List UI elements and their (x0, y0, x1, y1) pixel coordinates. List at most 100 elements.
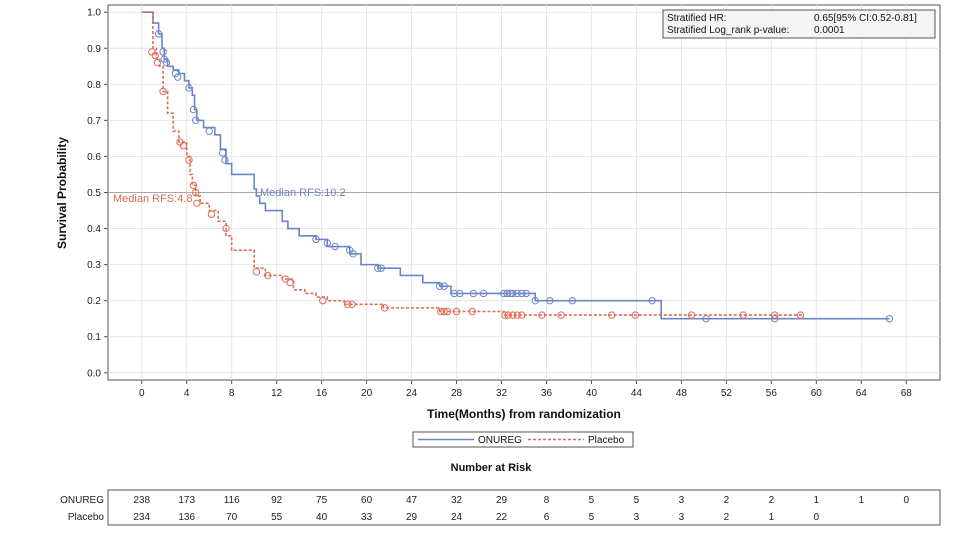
x-tick-label: 56 (766, 388, 778, 399)
censor-mark-placebo (348, 300, 356, 308)
risk-value: 60 (361, 495, 373, 506)
risk-value: 3 (679, 512, 685, 523)
x-tick-label: 48 (676, 388, 688, 399)
censor-mark-onureg (518, 289, 526, 298)
stats-box: Stratified HR: 0.65[95% CI:0.52-0.81] St… (662, 9, 936, 39)
y-tick-label: 1.0 (87, 8, 101, 19)
censor-mark-placebo (509, 311, 517, 319)
x-tick-label: 64 (856, 388, 868, 399)
risk-value: 116 (224, 495, 240, 506)
risk-value: 0 (903, 495, 909, 506)
censor-mark-onureg (377, 264, 385, 272)
censor-mark-onureg (531, 296, 539, 305)
censor-mark-onureg (568, 296, 577, 305)
x-tick-label: 8 (229, 388, 235, 399)
risk-value: 2 (769, 495, 775, 506)
y-axis-ticks: 0.0 0.1 0.2 0.3 0.4 0.5 0.6 0.7 0.8 0.9 1.0 (87, 8, 108, 379)
censor-mark-onureg (154, 30, 163, 38)
censor-mark-placebo (504, 311, 512, 319)
censor-mark-onureg (648, 296, 656, 305)
x-axis-title: Time(Months) from randomization (427, 407, 621, 421)
placebo-median-label: Median RFS:4.8 (113, 193, 192, 205)
series-layer (141, 11, 894, 323)
risk-value: 5 (589, 495, 595, 506)
censor-mark-onureg (221, 156, 229, 164)
y-tick-label: 0.1 (87, 332, 101, 343)
censor-mark-placebo (159, 87, 167, 96)
censor-mark-onureg (174, 73, 182, 81)
risk-value: 92 (271, 495, 283, 506)
y-tick-label: 0.8 (87, 80, 101, 91)
risk-table-title: Number at Risk (451, 462, 533, 474)
risk-value: 75 (316, 495, 328, 506)
censor-mark-placebo (252, 268, 261, 276)
onureg-median-label: Median RFS:10.2 (260, 187, 346, 199)
censor-mark-placebo (380, 304, 389, 312)
risk-value: 6 (544, 512, 550, 523)
censor-mark-placebo (222, 224, 230, 233)
censor-mark-onureg (205, 127, 213, 135)
risk-row-label-onureg: ONUREG (60, 495, 104, 506)
censor-mark-onureg (189, 105, 198, 114)
x-tick-label: 0 (139, 388, 145, 399)
censor-mark-placebo (281, 275, 290, 283)
risk-value: 2 (724, 495, 730, 506)
risk-value: 1 (814, 495, 820, 506)
x-tick-label: 4 (184, 388, 190, 399)
risk-value: 33 (361, 512, 373, 523)
censor-mark-placebo (631, 311, 640, 319)
risk-value: 2 (724, 512, 730, 523)
x-tick-label: 40 (586, 388, 598, 399)
censor-mark-placebo (319, 296, 327, 305)
risk-value: 29 (406, 512, 418, 523)
risk-value: 29 (496, 495, 508, 506)
censor-mark-placebo (468, 307, 476, 316)
censor-mark-onureg (312, 235, 320, 244)
censor-mark-placebo (191, 188, 200, 197)
legend: ONUREG Placebo (412, 431, 634, 448)
censor-mark-onureg (171, 69, 180, 78)
censor-mark-onureg (162, 58, 171, 67)
risk-value: 1 (859, 495, 865, 506)
censor-mark-placebo (263, 271, 272, 280)
x-tick-label: 32 (496, 388, 508, 399)
risk-table-frame (107, 489, 941, 526)
censor-mark-placebo (193, 199, 201, 208)
censor-mark-onureg (450, 289, 458, 298)
x-tick-label: 44 (631, 388, 643, 399)
risk-value: 24 (451, 512, 463, 523)
censor-mark-placebo (343, 300, 352, 308)
censor-mark-onureg (456, 289, 464, 298)
censor-mark-placebo (189, 181, 198, 189)
censor-mark-onureg (469, 289, 478, 298)
censor-mark-placebo (796, 311, 805, 319)
censor-mark-onureg (374, 264, 382, 272)
y-tick-label: 0.7 (87, 116, 101, 127)
stats-hr-label: Stratified HR: (667, 13, 726, 24)
censor-mark-placebo (513, 311, 521, 319)
censor-mark-placebo (687, 311, 696, 319)
censor-mark-placebo (207, 210, 216, 218)
censor-mark-onureg (218, 149, 227, 157)
censor-mark-placebo (286, 278, 294, 287)
risk-value: 70 (226, 512, 238, 523)
censor-mark-onureg (159, 48, 167, 56)
legend-onureg-label: ONUREG (478, 435, 522, 446)
y-tick-label: 0.9 (87, 44, 101, 55)
censor-mark-placebo (538, 311, 546, 319)
y-tick-label: 0.3 (87, 260, 101, 271)
y-tick-label: 0.0 (87, 368, 101, 379)
legend-placebo-label: Placebo (588, 435, 625, 446)
x-tick-label: 16 (316, 388, 328, 399)
censor-mark-placebo (739, 311, 747, 319)
risk-value: 3 (679, 495, 685, 506)
censor-mark-onureg (349, 250, 357, 258)
censor-mark-placebo (185, 156, 193, 164)
stats-pvalue-label: Stratified Log_rank p-value: (667, 25, 789, 36)
risk-value: 55 (271, 512, 283, 523)
x-tick-label: 12 (271, 388, 283, 399)
risk-value: 173 (178, 495, 195, 506)
risk-value: 5 (589, 512, 595, 523)
risk-value: 1 (769, 512, 775, 523)
